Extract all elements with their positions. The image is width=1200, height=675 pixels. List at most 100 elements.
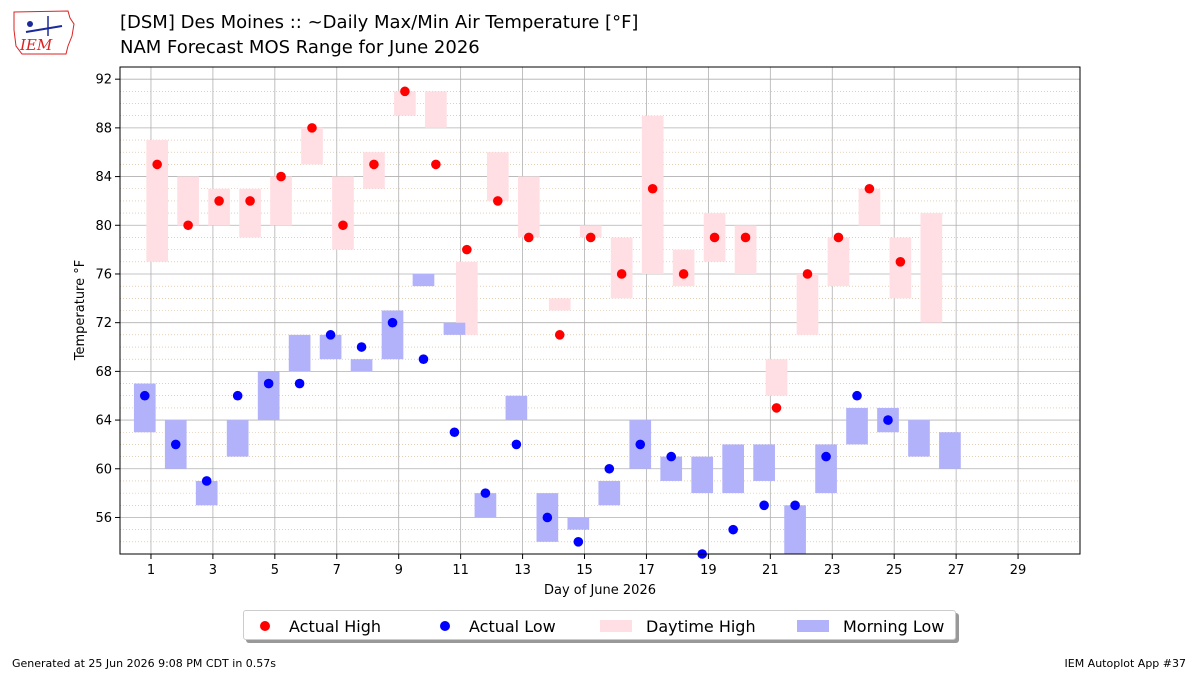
- x-tick-label: 9: [395, 563, 403, 578]
- x-tick-label: 1: [147, 563, 155, 578]
- morning-low-bar: [412, 273, 435, 287]
- morning-low-patch-icon: [797, 620, 829, 632]
- actual-high-point: [245, 196, 255, 206]
- morning-low-bar: [753, 444, 775, 481]
- daytime-high-bar: [889, 237, 912, 299]
- x-tick-label: 13: [514, 563, 531, 578]
- legend-item-actual-high: Actual High: [260, 615, 381, 637]
- x-tick-label: 15: [576, 563, 593, 578]
- actual-low-point: [356, 342, 367, 352]
- actual-low-point: [387, 317, 398, 328]
- y-tick-label: 88: [95, 121, 112, 136]
- daytime-high-bar: [579, 225, 602, 238]
- daytime-high-bar: [486, 152, 509, 201]
- actual-low-point: [480, 488, 491, 498]
- morning-low-bar: [257, 371, 280, 421]
- morning-low-bar: [288, 334, 311, 372]
- actual-low-point: [852, 390, 862, 401]
- y-tick-label: 80: [95, 219, 112, 234]
- legend-label: Morning Low: [843, 616, 945, 636]
- actual-points: [139, 86, 906, 559]
- y-tick-label: 56: [95, 511, 112, 526]
- daytime-high-bar: [734, 225, 757, 274]
- actual-low-point: [635, 439, 646, 450]
- actual-low-point: [201, 476, 212, 486]
- y-tick-label: 68: [95, 365, 112, 380]
- actual-high-point: [462, 244, 472, 255]
- daytime-high-bar: [610, 237, 633, 299]
- daytime-high-bar: [301, 127, 323, 165]
- daytime-high-bar: [177, 176, 199, 226]
- actual-high-point: [833, 232, 844, 243]
- actual-high-point: [276, 171, 286, 182]
- x-tick-label: 3: [209, 563, 217, 578]
- y-tick-label: 76: [95, 267, 112, 282]
- y-tick-label: 92: [95, 73, 112, 88]
- daytime-high-bar: [641, 115, 664, 274]
- actual-high-point: [585, 232, 596, 243]
- morning-low-bar: [815, 444, 837, 494]
- actual-low-point: [418, 354, 429, 365]
- y-tick-label: 64: [95, 414, 112, 429]
- daytime-high-bar: [363, 152, 385, 189]
- generated-timestamp: Generated at 25 Jun 2026 9:08 PM CDT in …: [12, 657, 277, 670]
- morning-low-bar: [381, 310, 404, 360]
- actual-high-point: [431, 159, 441, 170]
- x-tick-label: 29: [1010, 563, 1027, 578]
- actual-high-point: [493, 196, 503, 206]
- daytime-high-bar: [239, 188, 261, 238]
- morning-low-bar: [133, 383, 156, 433]
- x-tick-label: 21: [762, 563, 779, 578]
- actual-high-point: [338, 220, 348, 231]
- y-tick-label: 60: [95, 462, 112, 477]
- actual-high-point: [647, 183, 658, 194]
- morning-low-bar: [567, 517, 590, 530]
- actual-low-point: [449, 427, 460, 438]
- morning-low-bar: [350, 359, 373, 372]
- actual-high-point: [369, 159, 379, 170]
- actual-low-point: [728, 524, 738, 535]
- actual-low-point: [542, 512, 553, 523]
- legend-item-actual-low: Actual Low: [440, 615, 556, 637]
- x-tick-label: 17: [638, 563, 655, 578]
- morning-low-bar: [319, 334, 342, 360]
- x-axis-label: Day of June 2026: [544, 583, 656, 598]
- daytime-high-bar: [548, 298, 571, 311]
- legend-item-daytime-high: Daytime High: [600, 615, 756, 637]
- actual-high-point: [802, 269, 813, 279]
- range-bars: [133, 91, 961, 554]
- actual-low-point: [883, 415, 893, 425]
- chart-subtitle: NAM Forecast MOS Range for June 2026: [120, 37, 480, 58]
- chart-title: [DSM] Des Moines :: ~Daily Max/Min Air T…: [120, 12, 639, 33]
- actual-low-point: [604, 463, 615, 474]
- actual-high-point: [740, 232, 751, 243]
- daytime-high-bar: [332, 176, 354, 250]
- x-tick-label: 25: [886, 563, 903, 578]
- logo-text: IEM: [19, 36, 53, 54]
- morning-low-bar: [598, 480, 621, 506]
- actual-high-point: [895, 257, 906, 267]
- daytime-high-bar: [270, 176, 292, 226]
- actual-high-point: [616, 269, 627, 279]
- x-tick-label: 23: [824, 563, 841, 578]
- app-label: IEM Autoplot App #37: [1064, 657, 1187, 670]
- actual-low-point: [325, 330, 336, 340]
- legend-label: Daytime High: [646, 616, 756, 636]
- morning-low-bar: [939, 432, 961, 469]
- daytime-high-bar: [394, 91, 416, 116]
- daytime-high-patch-icon: [600, 620, 632, 632]
- daytime-high-bar: [827, 237, 850, 287]
- actual-high-point: [307, 123, 317, 133]
- actual-low-point: [139, 390, 150, 401]
- x-tick-label: 11: [452, 563, 469, 578]
- actual-high-point: [678, 269, 689, 279]
- actual-high-point: [214, 196, 224, 206]
- actual-high-marker-icon: [260, 621, 270, 631]
- actual-low-point: [232, 390, 243, 401]
- x-tick-label: 19: [700, 563, 717, 578]
- daytime-high-bar: [858, 188, 881, 226]
- legend-item-morning-low: Morning Low: [797, 615, 944, 637]
- actual-high-point: [183, 220, 193, 231]
- morning-low-bar: [908, 420, 930, 457]
